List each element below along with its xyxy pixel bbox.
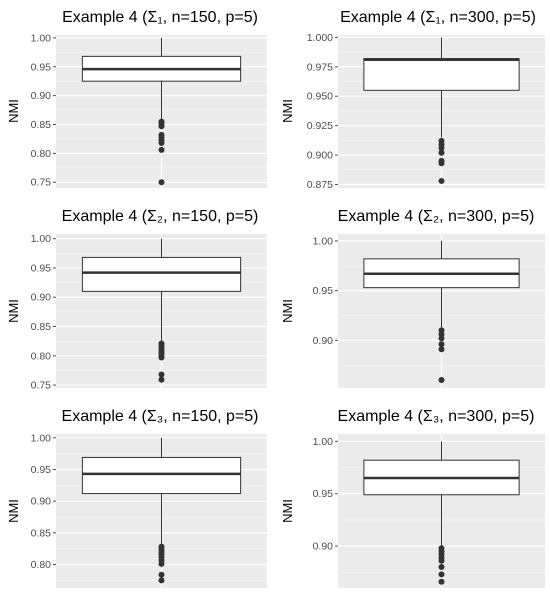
outlier-point xyxy=(158,139,165,146)
y-tick-label: 0.875 xyxy=(307,179,333,191)
outlier-point xyxy=(158,577,165,584)
panel-title: Example 4 (Σ₁, n=150, p=5) xyxy=(62,9,258,26)
y-axis-label: NMI xyxy=(6,99,21,123)
outlier-point xyxy=(438,578,445,585)
outlier-point xyxy=(438,346,445,353)
panel-3: 0.75 0.80 0.85 0.90 0.95 1.00 Example 4 (Σ₂, n… xyxy=(6,208,267,392)
panel-5: 0.80 0.85 0.90 0.95 1.00 Example 4 (Σ₃, n=150… xyxy=(6,408,267,588)
panel-4: 0.90 0.95 1.00 Example 4 (Σ₂, n=300, p=5) NM… xyxy=(280,208,545,388)
outlier-point xyxy=(158,560,165,567)
y-tick-label: 0.85 xyxy=(31,321,52,333)
y-tick-label: 0.90 xyxy=(313,335,334,347)
y-tick-label: 0.95 xyxy=(31,61,52,73)
outlier-point xyxy=(438,160,445,167)
y-axis-label: NMI xyxy=(6,299,21,323)
panel-6: 0.90 0.95 1.00 Example 4 (Σ₃, n=300, p=5) NM… xyxy=(280,408,545,588)
y-tick-label: 1.00 xyxy=(31,432,52,444)
panel-title: Example 4 (Σ₃, n=300, p=5) xyxy=(338,408,535,425)
panel-1: 0.75 0.80 0.85 0.90 0.95 1.00 Example 4 (Σ₁, n… xyxy=(6,9,267,189)
y-tick-label: 0.80 xyxy=(31,350,52,362)
outlier-point xyxy=(438,177,445,184)
y-tick-label: 0.975 xyxy=(307,61,333,73)
outlier-point xyxy=(438,335,445,342)
panel-2: 0.875 0.900 0.925 0.950 0.975 1.000 Example 4 … xyxy=(280,9,545,191)
y-tick-label: 0.75 xyxy=(31,177,52,189)
y-tick-label: 1.00 xyxy=(31,32,52,44)
y-tick-label: 0.80 xyxy=(31,559,52,571)
outlier-point xyxy=(438,144,445,151)
y-tick-label: 0.90 xyxy=(313,541,334,553)
outlier-point xyxy=(438,564,445,571)
outlier-point xyxy=(438,377,445,384)
outlier-point xyxy=(158,354,165,361)
y-tick-label: 0.900 xyxy=(307,150,333,162)
y-tick-label: 0.90 xyxy=(31,496,52,508)
y-tick-label: 0.85 xyxy=(31,119,52,131)
y-tick-label: 0.925 xyxy=(307,120,333,132)
outlier-point xyxy=(158,376,165,383)
y-tick-label: 0.90 xyxy=(31,90,52,102)
y-tick-label: 0.95 xyxy=(31,464,52,476)
y-tick-label: 1.00 xyxy=(31,233,52,245)
outlier-point xyxy=(438,557,445,564)
y-tick-label: 0.85 xyxy=(31,527,52,539)
y-tick-label: 0.95 xyxy=(313,285,334,297)
y-axis-label: NMI xyxy=(280,99,295,123)
panel-title: Example 4 (Σ₂, n=150, p=5) xyxy=(62,208,259,225)
outlier-point xyxy=(158,571,165,578)
y-tick-label: 1.00 xyxy=(313,235,334,247)
y-tick-label: 0.90 xyxy=(31,292,52,304)
iqr-box xyxy=(363,58,520,91)
outlier-point xyxy=(158,371,165,378)
y-tick-label: 0.95 xyxy=(313,488,334,500)
panel-title: Example 4 (Σ₁, n=300, p=5) xyxy=(340,9,536,26)
y-tick-label: 0.75 xyxy=(31,380,52,392)
y-tick-label: 0.950 xyxy=(307,91,333,103)
y-axis-label: NMI xyxy=(280,499,295,523)
outlier-point xyxy=(438,571,445,578)
panel-title: Example 4 (Σ₃, n=150, p=5) xyxy=(62,408,259,425)
y-axis-label: NMI xyxy=(6,499,21,523)
outlier-point xyxy=(438,149,445,156)
iqr-box xyxy=(81,456,242,495)
iqr-box xyxy=(81,256,242,292)
y-axis-label: NMI xyxy=(280,299,295,323)
outlier-point xyxy=(158,179,165,186)
y-tick-label: 0.95 xyxy=(31,262,52,274)
outlier-point xyxy=(438,341,445,348)
y-tick-label: 1.00 xyxy=(313,436,334,448)
panel-title: Example 4 (Σ₂, n=300, p=5) xyxy=(338,208,535,225)
y-tick-label: 1.000 xyxy=(307,32,333,44)
outlier-point xyxy=(158,146,165,153)
outlier-point xyxy=(158,123,165,130)
y-tick-label: 0.80 xyxy=(31,148,52,160)
